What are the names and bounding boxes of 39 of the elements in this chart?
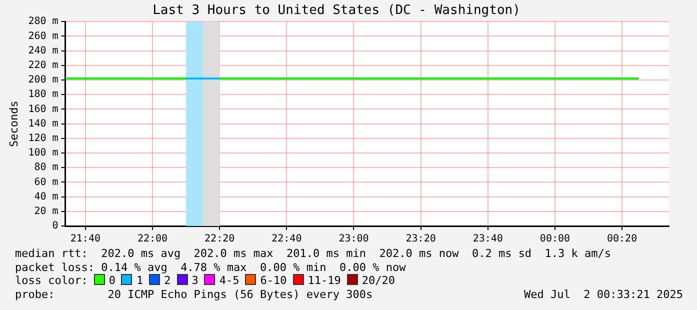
x-tick-label: 00:00 — [540, 234, 570, 245]
text: 6-10 — [260, 274, 287, 287]
text: median rtt: 202.0 ms avg 202.0 ms max 201.0 ms min 202.0 ms now 0.2 ms sd 1.3 k am/s — [15, 247, 612, 260]
y-tick-label: 60 m — [34, 176, 58, 188]
text: 2 — [164, 274, 171, 287]
y-tick-label: 200 m — [28, 74, 58, 86]
chart-title: Last 3 Hours to United States (DC - Washington) — [152, 3, 520, 18]
x-tick-label: 23:40 — [472, 234, 503, 245]
x-tick-label: 22:20 — [204, 234, 235, 245]
text: packet loss: 0.14 % avg 4.78 % max 0.00 % min 0.00 % now — [15, 260, 406, 274]
y-tick-label: 260 m — [28, 30, 58, 42]
text: loss color: — [15, 274, 88, 287]
x-tick-label: 22:40 — [272, 234, 302, 245]
text: Wed Jul 2 00:33:21 2025 — [524, 288, 683, 300]
text: 4-5 — [219, 274, 240, 287]
x-tick-label: 23:00 — [338, 234, 369, 245]
y-tick-label: 100 m — [28, 148, 58, 159]
y-tick-label: 20 m — [34, 206, 58, 217]
y-tick-label: 40 m — [34, 191, 58, 202]
y-tick-label: 80 m — [34, 162, 58, 174]
y-tick-label: 0 — [52, 220, 58, 232]
text: 3 — [192, 274, 198, 287]
text: 1 — [136, 274, 144, 287]
text: 0 — [108, 274, 116, 287]
y-tick-label: 240 m — [28, 45, 58, 56]
y-axis-title: Seconds — [7, 100, 20, 147]
text: probe: 20 ICMP Echo Pings (56 Bytes) every 300s — [15, 288, 373, 300]
x-tick-label: 00:20 — [606, 234, 638, 245]
text: 20/20 — [362, 274, 395, 287]
x-tick-label: 22:00 — [137, 234, 168, 245]
y-tick-label: 120 m — [28, 132, 58, 144]
text: 11-19 — [308, 274, 341, 287]
y-tick-label: 180 m — [28, 89, 58, 100]
x-tick-label: 21:40 — [70, 234, 100, 245]
y-tick-label: 160 m — [28, 104, 58, 115]
x-tick-label: 23:20 — [406, 234, 436, 245]
y-tick-label: 140 m — [28, 118, 58, 130]
y-tick-label: 280 m — [28, 16, 58, 28]
y-tick-label: 220 m — [28, 60, 58, 71]
